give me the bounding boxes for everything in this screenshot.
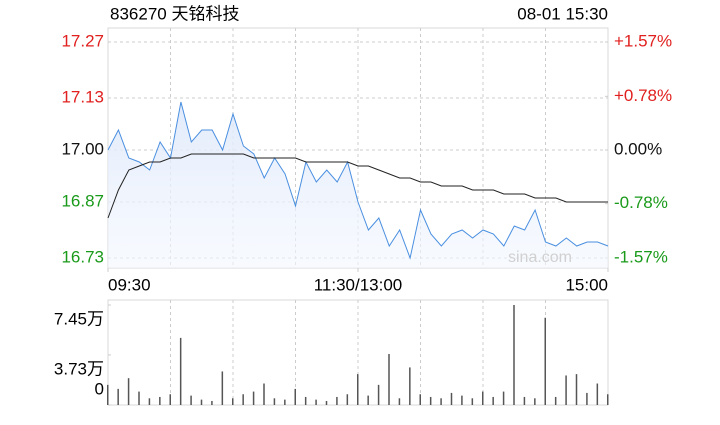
volume-bar [179, 337, 182, 405]
volume-bar [346, 394, 349, 405]
vol-tick-label: 3.73万 [54, 359, 104, 378]
volume-bar [388, 353, 390, 405]
volume-bar [117, 388, 119, 405]
volume-bar [284, 399, 286, 405]
average-line [107, 153, 608, 219]
volume-bar [190, 395, 192, 405]
volume-bar [377, 384, 380, 405]
volume-bar [242, 394, 244, 405]
volume-bar [419, 394, 421, 405]
y-tick-label: 16.87 [61, 191, 104, 210]
y-tick-label: 17.00 [61, 139, 104, 158]
volume-bar [221, 371, 224, 405]
volume-bar [544, 317, 546, 405]
y2-tick-label: +0.78% [614, 86, 672, 105]
volume-bar [523, 396, 526, 405]
volume-bar [127, 378, 130, 405]
volume-bar [200, 399, 203, 405]
volume-bar [294, 388, 296, 405]
volume-bar [336, 396, 338, 405]
volume-bar [596, 383, 599, 405]
volume-bar [471, 398, 474, 405]
volume-bar [409, 367, 411, 405]
volume-bar [357, 374, 359, 405]
volume-bar [252, 391, 255, 405]
volume-bar [304, 396, 307, 405]
volume-bar [440, 398, 442, 405]
volume-bar [138, 391, 140, 405]
volume-bar [554, 396, 557, 405]
volume-bar [586, 392, 588, 405]
timestamp: 08-01 15:30 [517, 4, 608, 23]
volume-bar [315, 399, 317, 405]
volume-bar [482, 391, 484, 405]
volume-bar [169, 394, 171, 405]
volume-bar [325, 400, 328, 405]
vol-tick-label: 7.45万 [54, 309, 104, 328]
volume-bar [398, 398, 401, 405]
x-tick-label: 15:00 [565, 275, 608, 294]
y-tick-label: 17.27 [61, 31, 104, 50]
volume-bar [232, 398, 234, 405]
y-tick-label: 17.13 [61, 87, 104, 106]
vol-tick-label: 0 [95, 379, 104, 398]
volume-bar [429, 396, 432, 405]
y2-tick-label: 0.00% [614, 139, 662, 158]
volume-bar [534, 398, 536, 405]
y2-tick-label: -0.78% [614, 193, 668, 212]
volume-bar [492, 396, 494, 405]
volume-bar [565, 375, 567, 405]
volume-bar [273, 398, 276, 405]
volume-bar [367, 395, 369, 405]
volume-bar [575, 374, 578, 405]
volume-bar [263, 383, 265, 405]
volume-bar [211, 400, 213, 405]
volume-bar [502, 391, 505, 405]
chart-title: 836270 天铭科技 [110, 4, 239, 23]
volume-bar [148, 398, 151, 405]
volume-bar [607, 394, 609, 405]
x-tick-label: 11:30/13:00 [314, 275, 403, 294]
volume-bar [159, 396, 161, 405]
price-line [107, 101, 609, 260]
volume-bar [461, 395, 463, 405]
watermark: sina.com [508, 249, 572, 266]
y2-tick-label: +1.57% [614, 31, 672, 50]
volume-bar [107, 384, 109, 405]
x-tick-label: 09:30 [108, 275, 151, 294]
volume-bar [513, 305, 515, 405]
price-area [108, 102, 608, 268]
y-tick-label: 16.73 [61, 247, 104, 266]
volume-bar [450, 392, 453, 405]
y2-tick-label: -1.57% [614, 247, 668, 266]
